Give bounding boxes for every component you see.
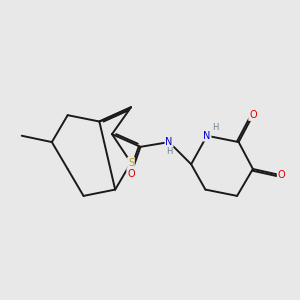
Text: O: O bbox=[249, 110, 257, 120]
Text: O: O bbox=[127, 169, 135, 179]
Text: H: H bbox=[166, 147, 172, 156]
Text: N: N bbox=[203, 131, 211, 141]
Text: H: H bbox=[212, 123, 219, 132]
Text: O: O bbox=[278, 170, 285, 180]
Text: S: S bbox=[128, 158, 134, 168]
Text: N: N bbox=[165, 137, 173, 147]
